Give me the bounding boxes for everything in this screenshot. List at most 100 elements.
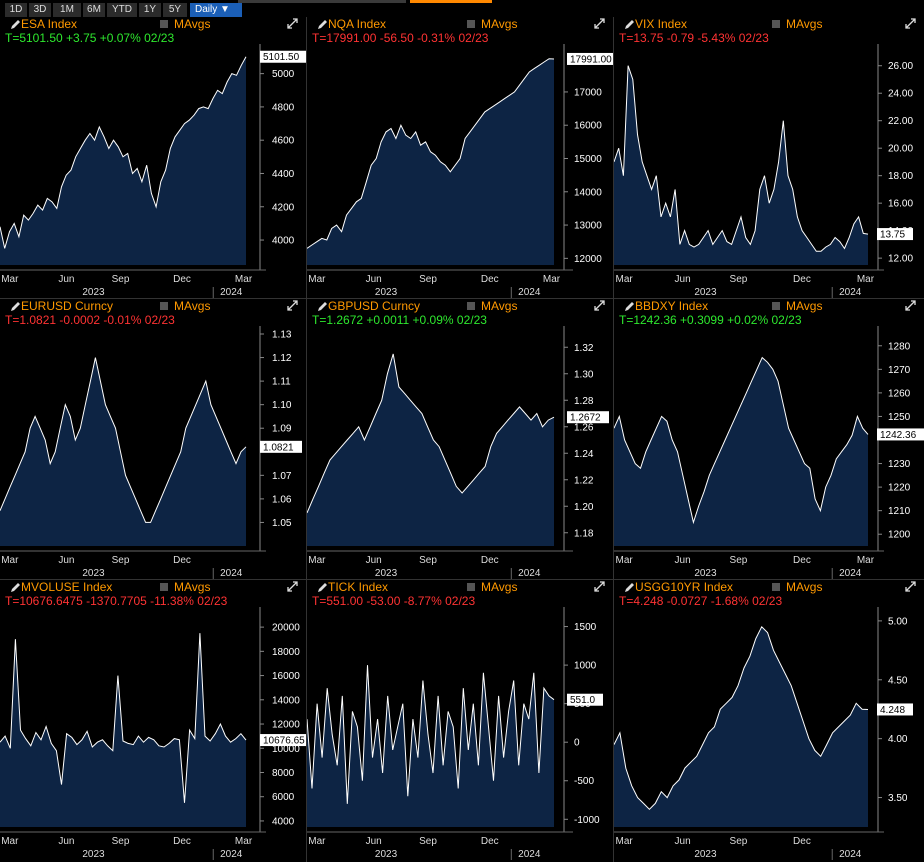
mavgs-label: MAvgs [174, 580, 211, 594]
panel-divider [306, 17, 307, 862]
last-price-label: 17991.00 [570, 54, 612, 65]
range-3d-button[interactable]: 3D [29, 3, 51, 17]
chart-panel[interactable]: 12000 13000 14000 15000 16000 17000 17991.00 Ma… [307, 17, 613, 300]
expand-icon[interactable] [594, 581, 605, 592]
range-6m-button[interactable]: 6M [83, 3, 105, 17]
x-tick-label: Sep [730, 274, 748, 285]
x-tick-label: Mar [235, 836, 253, 847]
chart-panel[interactable]: 4000 6000 8000 10000 12000 14000 16000 18000 200… [0, 580, 306, 862]
chart-plot[interactable]: 12.0014.0016.0018.0020.0022.0024.0026.00… [614, 17, 924, 300]
last-price-tag [567, 411, 609, 424]
y-tick-label: 4800 [272, 102, 295, 113]
pencil-icon[interactable] [624, 581, 636, 593]
last-price-label: 1.2672 [570, 413, 601, 424]
x-tick-label: Sep [419, 836, 437, 847]
checkbox-icon[interactable] [772, 20, 780, 28]
checkbox-icon[interactable] [160, 20, 168, 28]
pencil-icon[interactable] [317, 300, 329, 312]
last-price-label: 5101.50 [263, 52, 300, 63]
expand-icon[interactable] [905, 300, 916, 311]
chart-plot[interactable]: 1200 1210 1220 1230 1250 1260 1270 1280 1242.36 M… [614, 299, 924, 581]
x-tick-label: Mar [235, 274, 253, 285]
expand-icon[interactable] [287, 18, 298, 29]
checkbox-icon[interactable] [772, 583, 780, 591]
pencil-icon[interactable] [317, 18, 329, 30]
x-tick-label: Mar [616, 836, 634, 847]
range-5y-button[interactable]: 5Y [163, 3, 187, 17]
chart-panel[interactable]: 3.50 4.00 4.50 5.00 4.248 Mar Jun Sep Dec 2023 202… [614, 580, 924, 862]
pencil-icon[interactable] [624, 18, 636, 30]
panel-divider [613, 17, 614, 862]
x-tick-label: Jun [675, 836, 691, 847]
expand-icon[interactable] [905, 581, 916, 592]
range-1d-button[interactable]: 1D [5, 3, 27, 17]
chart-panel[interactable]: -1000-500050010001500551.0MarJunSepDec20… [307, 580, 613, 862]
range-1y-button[interactable]: 1Y [139, 3, 161, 17]
expand-icon[interactable] [594, 300, 605, 311]
y-tick-label: 1250 [888, 412, 911, 423]
checkbox-icon[interactable] [467, 302, 475, 310]
expand-icon[interactable] [287, 300, 298, 311]
checkbox-icon[interactable] [160, 583, 168, 591]
chart-plot[interactable]: -1000-500050010001500551.0MarJunSepDec20… [307, 580, 613, 862]
chart-panel[interactable]: 1.05 1.06 1.07 1.09 1.10 1.11 1.12 1.13 1.0821 Ma… [0, 299, 306, 581]
x-tick-label: Sep [112, 555, 130, 566]
pencil-icon[interactable] [10, 300, 22, 312]
price-line [307, 353, 555, 514]
chart-panel[interactable]: 12.0014.0016.0018.0020.0022.0024.0026.00… [614, 17, 924, 300]
checkbox-icon[interactable] [772, 302, 780, 310]
mavgs-label: MAvgs [481, 17, 518, 31]
chart-plot[interactable]: 4000 6000 8000 10000 12000 14000 16000 18000 200… [0, 580, 306, 862]
expand-icon[interactable] [905, 18, 916, 29]
pencil-icon[interactable] [624, 300, 636, 312]
range-ytd-button[interactable]: YTD [107, 3, 137, 17]
y-tick-label: 1500 [574, 622, 597, 633]
year-label: 2023 [694, 849, 717, 860]
y-tick-label: -500 [574, 776, 594, 787]
chart-plot[interactable]: 3.50 4.00 4.50 5.00 4.248 Mar Jun Sep Dec 2023 202… [614, 580, 924, 862]
pencil-icon[interactable] [10, 18, 22, 30]
x-tick-label: Mar [308, 274, 326, 285]
year-label: 2024 [518, 287, 541, 298]
price-line [614, 625, 869, 811]
pencil-icon[interactable] [10, 581, 22, 593]
chart-plot[interactable]: 12000 13000 14000 15000 16000 17000 17991.00 Ma… [307, 17, 613, 300]
chart-plot[interactable]: 1.18 1.20 1.22 1.24 1.26 1.28 1.30 1.32 1.2672 Ma… [307, 299, 613, 581]
y-tick-label: 17000 [574, 87, 602, 98]
x-tick-label: Sep [730, 836, 748, 847]
pencil-icon[interactable] [317, 581, 329, 593]
y-tick-label: 6000 [272, 792, 295, 803]
price-line [0, 56, 247, 249]
y-tick-label: 24.00 [888, 89, 913, 100]
y-tick-label: 14000 [574, 187, 602, 198]
quote-line: T=10676.6475 -1370.7705 -11.38% 02/23 [5, 594, 228, 608]
chart-plot[interactable]: 1.05 1.06 1.07 1.09 1.10 1.11 1.12 1.13 1.0821 Ma… [0, 299, 306, 581]
expand-icon[interactable] [594, 18, 605, 29]
y-tick-label: 12000 [574, 254, 602, 265]
period-dropdown[interactable]: Daily ▼ [190, 3, 242, 17]
chart-panel[interactable]: 1.18 1.20 1.22 1.24 1.26 1.28 1.30 1.32 1.2672 Ma… [307, 299, 613, 581]
checkbox-icon[interactable] [467, 583, 475, 591]
y-tick-label: 20.00 [888, 144, 913, 155]
year-label: 2023 [375, 849, 398, 860]
chart-panel[interactable]: 1200 1210 1220 1230 1250 1260 1270 1280 1242.36 M… [614, 299, 924, 581]
year-label: 2024 [220, 849, 243, 860]
checkbox-icon[interactable] [160, 302, 168, 310]
x-tick-label: Mar [616, 555, 634, 566]
x-tick-label: Dec [173, 836, 191, 847]
x-tick-label: Dec [173, 555, 191, 566]
y-tick-label: 4600 [272, 136, 295, 147]
range-1m-button[interactable]: 1M [53, 3, 81, 17]
expand-icon[interactable] [287, 581, 298, 592]
quote-line: T=17991.00 -56.50 -0.31% 02/23 [312, 31, 489, 45]
checkbox-icon[interactable] [467, 20, 475, 28]
y-tick-label: 13000 [574, 221, 602, 232]
y-tick-label: 1.10 [272, 400, 292, 411]
chart-plot[interactable]: 4000 4200 4400 4600 4800 5000 5101.50 Mar Jun Sep… [0, 17, 306, 300]
x-tick-label: Jun [675, 274, 691, 285]
y-tick-label: 1.30 [574, 369, 594, 380]
area-fill [0, 633, 246, 827]
area-fill [0, 56, 246, 266]
x-tick-label: Mar [543, 274, 561, 285]
chart-panel[interactable]: 4000 4200 4400 4600 4800 5000 5101.50 Mar Jun Sep… [0, 17, 306, 300]
